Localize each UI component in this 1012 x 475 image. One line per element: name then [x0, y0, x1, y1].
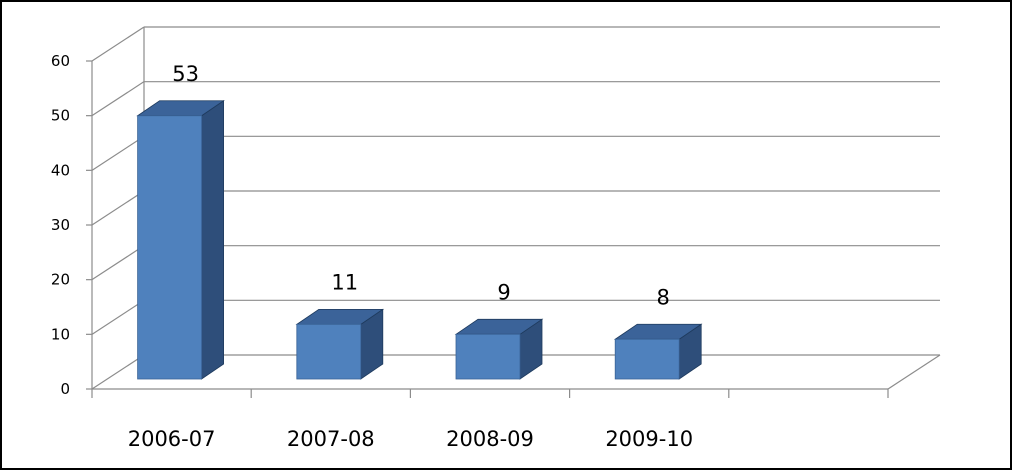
gridline-diagonal: [91, 354, 145, 390]
y-tick-label: 20: [51, 271, 70, 289]
gridline-diagonal: [91, 245, 145, 281]
y-tick-label: 60: [51, 52, 70, 70]
y-tick-label: 50: [51, 107, 70, 125]
x-category-label: 2008-09: [446, 427, 534, 451]
bar-front-face: [296, 323, 362, 380]
bar: [454, 318, 544, 380]
data-label: 53: [172, 62, 199, 86]
gridline-diagonal: [91, 299, 145, 335]
bar-front-face: [137, 115, 203, 380]
bar: [136, 100, 225, 380]
data-label: 9: [497, 280, 510, 304]
x-category-label: 2006-07: [128, 427, 216, 451]
data-label: 11: [331, 270, 358, 294]
label-layer: 0 10 20 30 40 50 60 53 2006-07 11 2007-08 9 2008-09 8…: [51, 52, 693, 451]
bar-side-face: [201, 100, 225, 380]
x-category-label: 2009-10: [605, 427, 693, 451]
gridline-diagonal: [91, 26, 145, 62]
grid-layer: [91, 26, 940, 390]
x-category-label: 2007-08: [287, 427, 375, 451]
bar-front-face: [614, 338, 680, 380]
y-tick-label: 30: [51, 216, 70, 234]
gridline-diagonal: [91, 190, 145, 226]
gridline-diagonal: [91, 81, 145, 117]
bar: [613, 323, 703, 380]
bar: [295, 308, 385, 380]
gridline-diagonal: [91, 135, 145, 171]
floor-right-edge: [887, 354, 941, 390]
y-tick-label: 0: [60, 380, 70, 398]
y-tick-label: 40: [51, 161, 70, 179]
bar-front-face: [455, 333, 521, 380]
y-tick-label: 10: [51, 325, 70, 343]
bar-layer: [136, 100, 703, 380]
data-label: 8: [657, 285, 670, 309]
